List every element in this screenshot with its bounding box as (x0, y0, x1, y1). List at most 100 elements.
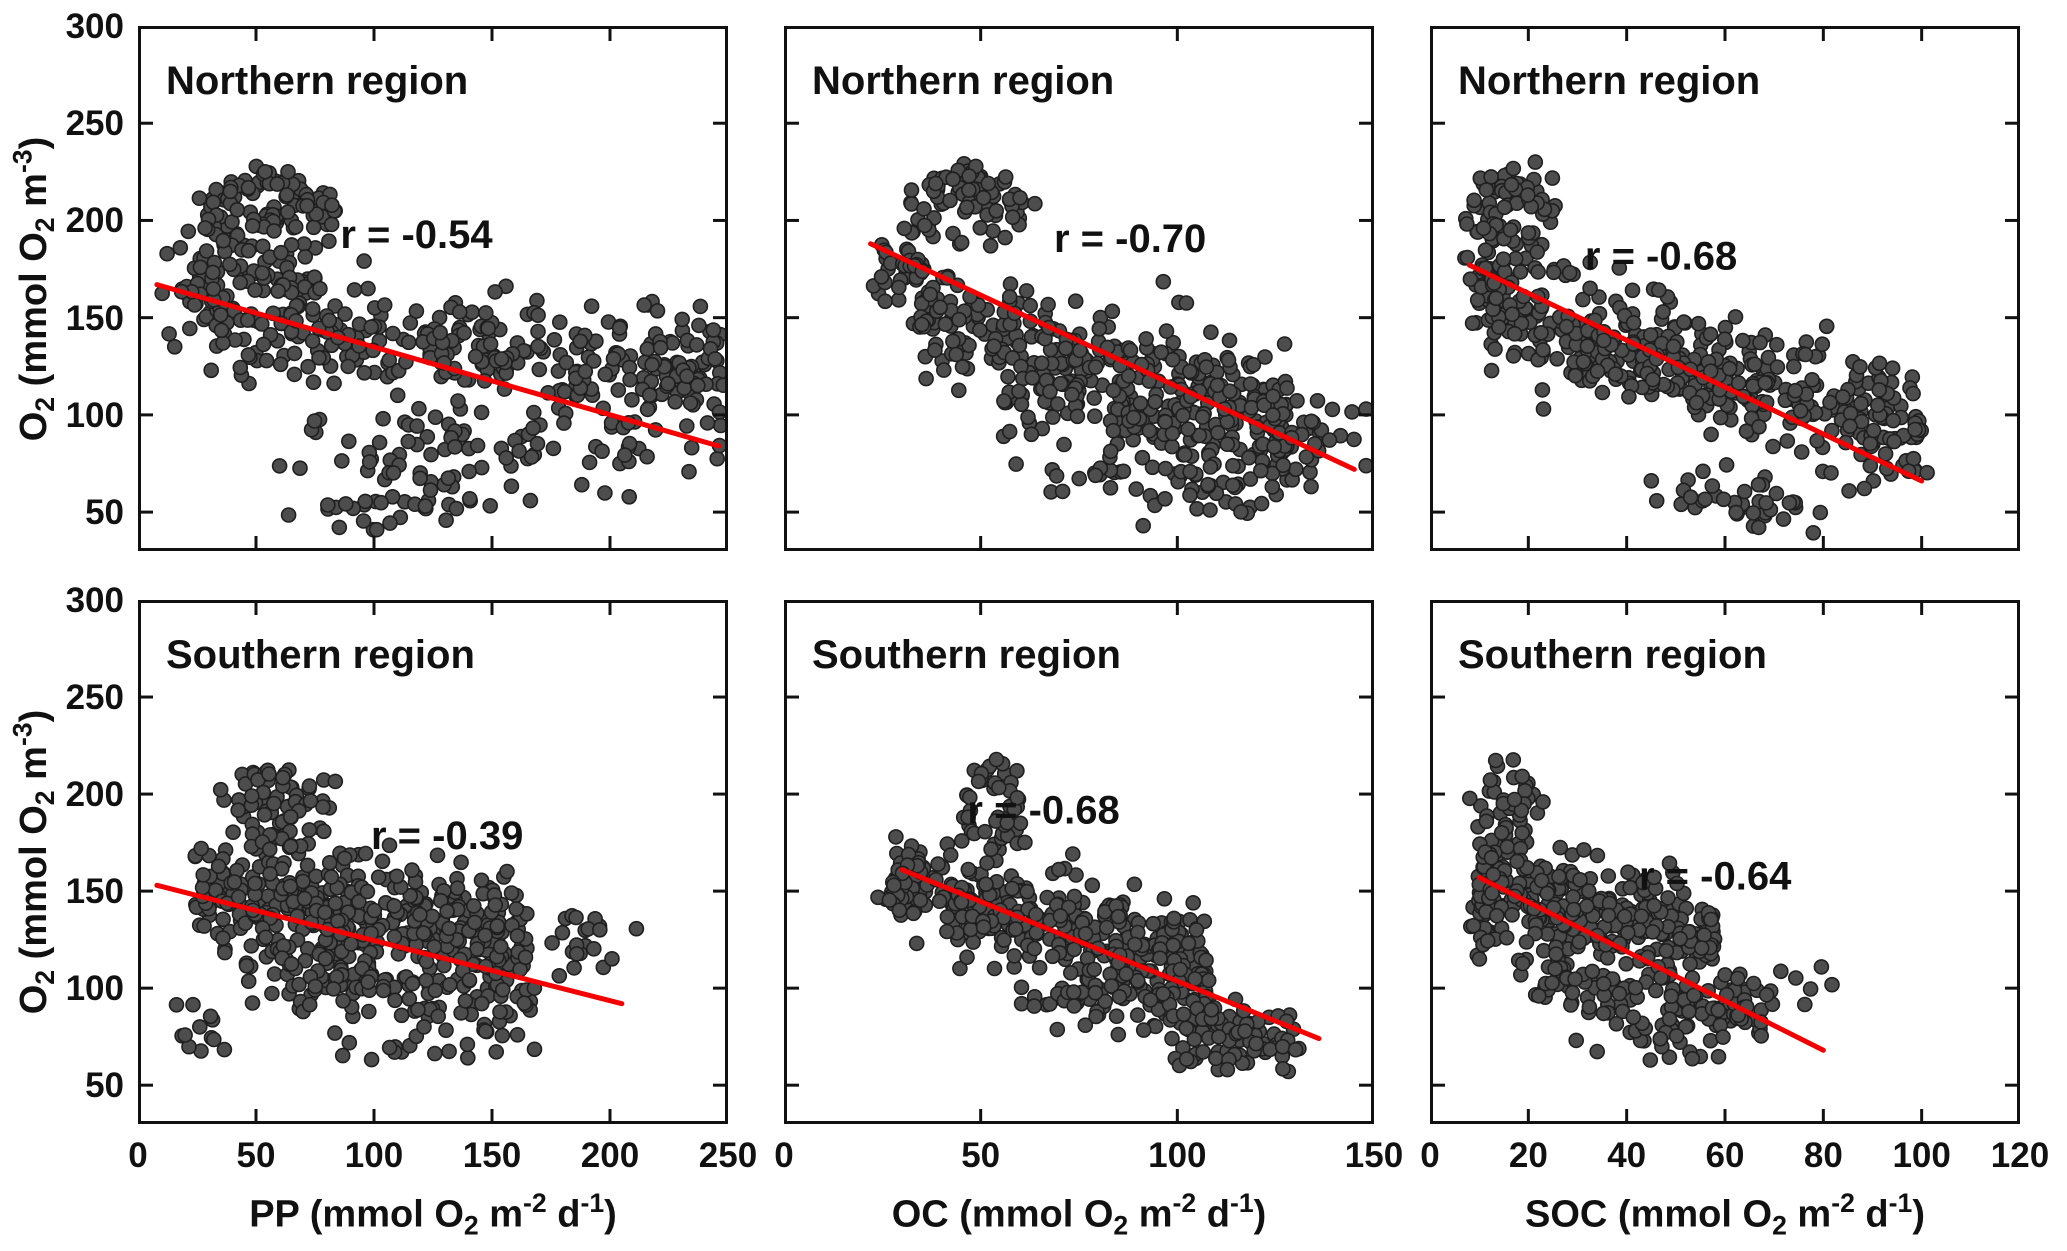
data-point (997, 229, 1013, 246)
data-point (271, 458, 288, 474)
data-point (408, 303, 425, 319)
data-point (1853, 395, 1869, 412)
data-point (1695, 463, 1711, 480)
data-point (1108, 1008, 1125, 1025)
data-point (202, 1008, 219, 1025)
data-point (996, 393, 1012, 409)
data-point (1652, 1030, 1669, 1047)
data-point (1594, 384, 1611, 401)
data-point (1200, 972, 1217, 989)
data-point (652, 339, 669, 356)
data-point (1009, 790, 1026, 806)
data-point (357, 493, 374, 510)
data-point (530, 307, 546, 324)
scatter-panel-northern-oc: Northern region r = -0.70 (784, 26, 1374, 551)
data-point (1728, 504, 1744, 521)
data-point (1207, 1050, 1224, 1067)
data-point (1608, 1015, 1625, 1032)
data-point (1077, 925, 1094, 942)
data-point (660, 375, 676, 392)
data-point (230, 802, 246, 818)
data-point (1717, 967, 1733, 983)
data-point (1178, 295, 1195, 311)
data-point (959, 949, 975, 966)
data-point (1869, 397, 1886, 414)
data-point (1620, 864, 1636, 881)
data-point (1581, 883, 1597, 899)
data-point (346, 282, 363, 298)
data-point (1188, 922, 1205, 938)
data-point (487, 897, 504, 913)
data-point (238, 957, 255, 974)
data-point (610, 382, 627, 398)
data-point (416, 1019, 432, 1035)
data-point (1616, 908, 1633, 925)
data-point (1493, 825, 1510, 841)
x-tick-label: 250 (698, 1136, 758, 1175)
x-tick-label: 0 (128, 1136, 148, 1175)
regression-line (1476, 875, 1826, 1053)
data-point (682, 395, 699, 411)
data-point (385, 325, 401, 342)
data-point (461, 490, 478, 507)
data-point (262, 865, 278, 882)
data-point (1155, 273, 1172, 290)
data-point (1243, 399, 1260, 416)
data-point (230, 889, 247, 905)
data-point (280, 164, 296, 180)
data-point (422, 482, 439, 498)
data-point (975, 190, 992, 206)
data-point (1729, 970, 1746, 987)
scatter-panel-southern-soc: Southern region r = -0.64 (1430, 600, 2020, 1124)
data-point (461, 972, 478, 988)
data-point (1661, 1049, 1678, 1066)
x-tick-label: 80 (1803, 1136, 1843, 1175)
data-point (1633, 908, 1650, 925)
y-tick-label: 50 (85, 1066, 124, 1106)
tick-marks (138, 600, 728, 1121)
data-point (1768, 485, 1785, 502)
data-point (1478, 182, 1495, 198)
data-point (1321, 432, 1338, 448)
data-point (438, 1022, 454, 1039)
y-axis-title-bottom-row: O2 (mmol O2 m-3) (7, 709, 60, 1015)
data-point (196, 918, 212, 934)
data-point (1625, 314, 1642, 331)
data-point (529, 435, 546, 452)
data-point (1156, 890, 1173, 907)
data-point (381, 1039, 398, 1056)
data-point (240, 179, 257, 196)
data-point (896, 220, 913, 237)
data-point (1049, 1021, 1066, 1038)
data-point (594, 443, 610, 460)
data-point (229, 202, 245, 218)
data-point (918, 370, 934, 387)
data-point (903, 182, 920, 198)
data-point (185, 996, 201, 1013)
data-point (525, 420, 541, 436)
data-point (1769, 359, 1786, 375)
data-point (1703, 911, 1719, 928)
correlation-label: r = -0.68 (967, 789, 1119, 833)
data-point (1572, 871, 1588, 888)
data-point (1488, 290, 1504, 307)
data-point (1502, 222, 1519, 238)
data-point (1793, 444, 1810, 460)
data-point (447, 439, 463, 455)
data-point (1252, 462, 1269, 479)
data-point (1611, 985, 1628, 1002)
data-point (1646, 897, 1662, 914)
data-point (1180, 421, 1196, 438)
data-point (477, 305, 494, 321)
data-point (1219, 1061, 1236, 1078)
data-point (1512, 264, 1529, 280)
data-point (1775, 511, 1792, 527)
data-point (1688, 394, 1705, 411)
data-point (939, 909, 956, 925)
data-point (1098, 919, 1115, 936)
data-point (334, 453, 350, 469)
data-point (441, 920, 457, 937)
data-point (1157, 414, 1174, 430)
data-point (453, 854, 469, 871)
data-point (292, 460, 308, 477)
